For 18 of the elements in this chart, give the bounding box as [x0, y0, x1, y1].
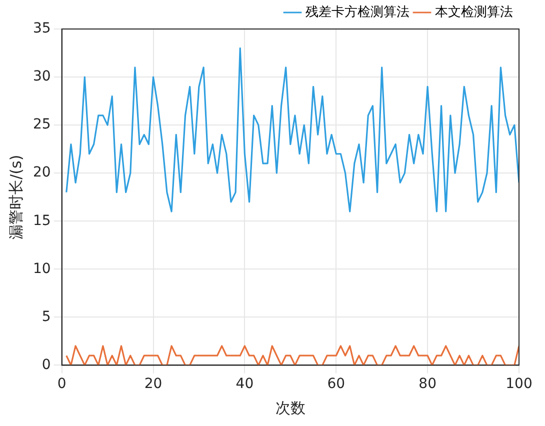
y-tick-label: 10: [32, 260, 51, 277]
x-tick-label: 0: [57, 376, 66, 392]
y-tick-label: 0: [42, 356, 51, 373]
y-tick-label: 5: [42, 308, 51, 325]
x-axis-title: 次数: [275, 398, 306, 417]
y-tick-label: 30: [32, 68, 51, 85]
y-tick-label: 25: [32, 116, 51, 133]
legend-label: 本文检测算法: [435, 4, 513, 20]
x-tick-label: 80: [418, 376, 436, 392]
x-tick-label: 20: [144, 376, 162, 392]
y-tick-label: 35: [32, 20, 51, 37]
x-tick-label: 60: [327, 376, 346, 392]
y-tick-label: 15: [32, 212, 51, 229]
x-tick-label: 100: [506, 376, 532, 392]
y-tick-label: 20: [32, 164, 51, 181]
legend-label: 残差卡方检测算法: [306, 4, 410, 20]
y-axis-title: 漏警时长/(s): [6, 154, 25, 240]
x-tick-label: 40: [236, 376, 254, 392]
